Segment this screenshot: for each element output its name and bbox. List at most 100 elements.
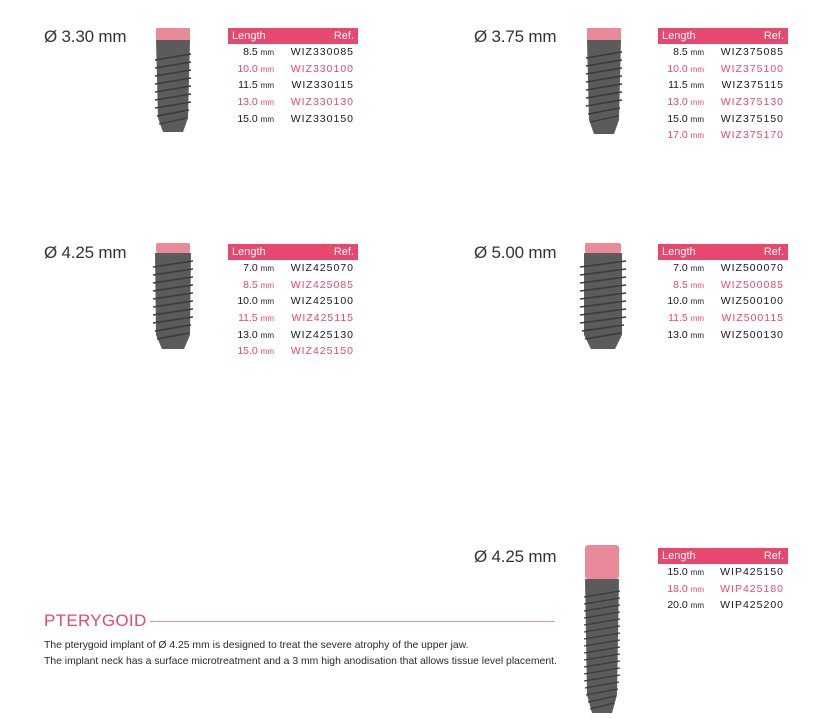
description-line: The pterygoid implant of Ø 4.25 mm is de… <box>44 640 469 651</box>
section-title-pterygoid: PTERYGOID <box>44 611 147 630</box>
section-divider <box>150 621 555 622</box>
ref-code: WIZ330115 <box>291 79 354 92</box>
table-header: Length Ref. <box>228 28 358 44</box>
length-value: 18.0 mm <box>667 582 704 595</box>
table-row: 18.0 mm WIP425180 <box>658 581 788 598</box>
table-row: 10.0 mm WIZ330100 <box>228 61 358 78</box>
implant-image <box>580 243 626 349</box>
diameter-label: Ø 4.25 mm <box>474 547 557 566</box>
ref-code: WIZ375115 <box>721 79 784 92</box>
implant-image <box>155 28 191 132</box>
table-row: 7.0 mm WIZ425070 <box>228 260 358 277</box>
ref-code: WIP425180 <box>720 582 784 595</box>
length-value: 10.0 mm <box>667 62 704 75</box>
table-row: 20.0 mm WIP425200 <box>658 597 788 614</box>
length-value: 7.0 mm <box>243 262 274 275</box>
length-value: 11.5 mm <box>668 312 704 325</box>
table-row: 11.5 mm WIZ500115 <box>658 310 788 327</box>
length-value: 7.0 mm <box>673 262 704 275</box>
implant-image <box>586 28 622 134</box>
ref-code: WIZ500130 <box>720 328 784 341</box>
length-value: 15.0 mm <box>237 345 274 358</box>
implant-image <box>584 545 620 713</box>
ref-code: WIZ375100 <box>720 62 784 75</box>
ref-code: WIZ375150 <box>720 112 784 125</box>
description-line: The implant neck has a surface microtrea… <box>44 656 557 667</box>
implant-image <box>153 243 193 349</box>
table-header: Length Ref. <box>658 548 788 564</box>
ref-code: WIZ500070 <box>720 262 784 275</box>
length-value: 13.0 mm <box>667 328 704 341</box>
table-row: 11.5 mm WIZ375115 <box>658 77 788 94</box>
ref-code: WIZ500085 <box>720 278 784 291</box>
length-value: 10.0 mm <box>667 295 704 308</box>
table-row: 13.0 mm WIZ500130 <box>658 326 788 343</box>
length-value: 15.0 mm <box>667 566 704 579</box>
table-row: 10.0 mm WIZ375100 <box>658 61 788 78</box>
ref-code: WIZ425070 <box>290 262 354 275</box>
table-row: 8.5 mm WIZ330085 <box>228 44 358 61</box>
table-row: 15.0 mm WIZ425150 <box>228 343 358 360</box>
pterygoid-description: The pterygoid implant of Ø 4.25 mm is de… <box>44 638 559 670</box>
ref-code: WIZ330150 <box>290 112 354 125</box>
diameter-label: Ø 5.00 mm <box>474 243 557 262</box>
length-value: 13.0 mm <box>237 96 274 109</box>
table-row: 17.0 mm WIZ375170 <box>658 127 788 144</box>
length-value: 17.0 mm <box>667 129 704 142</box>
ref-code: WIP425200 <box>720 599 784 612</box>
ref-code: WIZ375130 <box>720 96 784 109</box>
ref-table: Length Ref. 8.5 mm WIZ375085 10.0 mm WIZ3751… <box>658 28 788 144</box>
table-row: 8.5 mm WIZ375085 <box>658 44 788 61</box>
table-row: 8.5 mm WIZ500085 <box>658 277 788 294</box>
ref-table: Length Ref. 7.0 mm WIZ500070 8.5 mm WIZ50008… <box>658 244 788 343</box>
table-row: 13.0 mm WIZ375130 <box>658 94 788 111</box>
table-header: Length Ref. <box>658 244 788 260</box>
length-value: 13.0 mm <box>667 96 704 109</box>
table-row: 11.5 mm WIZ425115 <box>228 310 358 327</box>
length-value: 20.0 mm <box>667 599 704 612</box>
table-row: 8.5 mm WIZ425085 <box>228 277 358 294</box>
table-row: 10.0 mm WIZ500100 <box>658 293 788 310</box>
table-row: 10.0 mm WIZ425100 <box>228 293 358 310</box>
length-value: 10.0 mm <box>237 295 274 308</box>
length-value: 8.5 mm <box>243 46 274 59</box>
ref-code: WIZ330130 <box>290 96 354 109</box>
length-value: 15.0 mm <box>667 112 704 125</box>
length-value: 10.0 mm <box>237 62 274 75</box>
length-value: 11.5 mm <box>238 79 274 92</box>
ref-code: WIZ425115 <box>291 312 354 325</box>
ref-code: WIZ375170 <box>720 129 784 142</box>
table-row: 11.5 mm WIZ330115 <box>228 77 358 94</box>
ref-table: Length Ref. 15.0 mm WIP425150 18.0 mm WIP425… <box>658 548 788 614</box>
length-value: 8.5 mm <box>243 278 274 291</box>
table-row: 13.0 mm WIZ330130 <box>228 94 358 111</box>
table-header: Length Ref. <box>228 244 358 260</box>
diameter-label: Ø 3.30 mm <box>44 27 127 46</box>
ref-code: WIZ330100 <box>290 62 354 75</box>
ref-code: WIP425150 <box>720 566 784 579</box>
ref-code: WIZ425130 <box>290 328 354 341</box>
ref-code: WIZ500115 <box>721 312 784 325</box>
diameter-label: Ø 4.25 mm <box>44 243 127 262</box>
ref-code: WIZ425085 <box>290 278 354 291</box>
ref-code: WIZ425150 <box>290 345 354 358</box>
length-value: 15.0 mm <box>237 112 274 125</box>
length-value: 13.0 mm <box>237 328 274 341</box>
length-value: 11.5 mm <box>238 312 274 325</box>
ref-code: WIZ375085 <box>720 46 784 59</box>
table-header: Length Ref. <box>658 28 788 44</box>
length-value: 8.5 mm <box>673 278 704 291</box>
length-value: 11.5 mm <box>668 79 704 92</box>
ref-code: WIZ330085 <box>290 46 354 59</box>
ref-code: WIZ500100 <box>720 295 784 308</box>
table-row: 15.0 mm WIZ375150 <box>658 110 788 127</box>
diameter-label: Ø 3.75 mm <box>474 27 557 46</box>
table-row: 7.0 mm WIZ500070 <box>658 260 788 277</box>
table-row: 15.0 mm WIZ330150 <box>228 110 358 127</box>
length-value: 8.5 mm <box>673 46 704 59</box>
table-row: 15.0 mm WIP425150 <box>658 564 788 581</box>
ref-table: Length Ref. 7.0 mm WIZ425070 8.5 mm WIZ42508… <box>228 244 358 360</box>
ref-code: WIZ425100 <box>290 295 354 308</box>
table-row: 13.0 mm WIZ425130 <box>228 326 358 343</box>
ref-table: Length Ref. 8.5 mm WIZ330085 10.0 mm WIZ3301… <box>228 28 358 127</box>
